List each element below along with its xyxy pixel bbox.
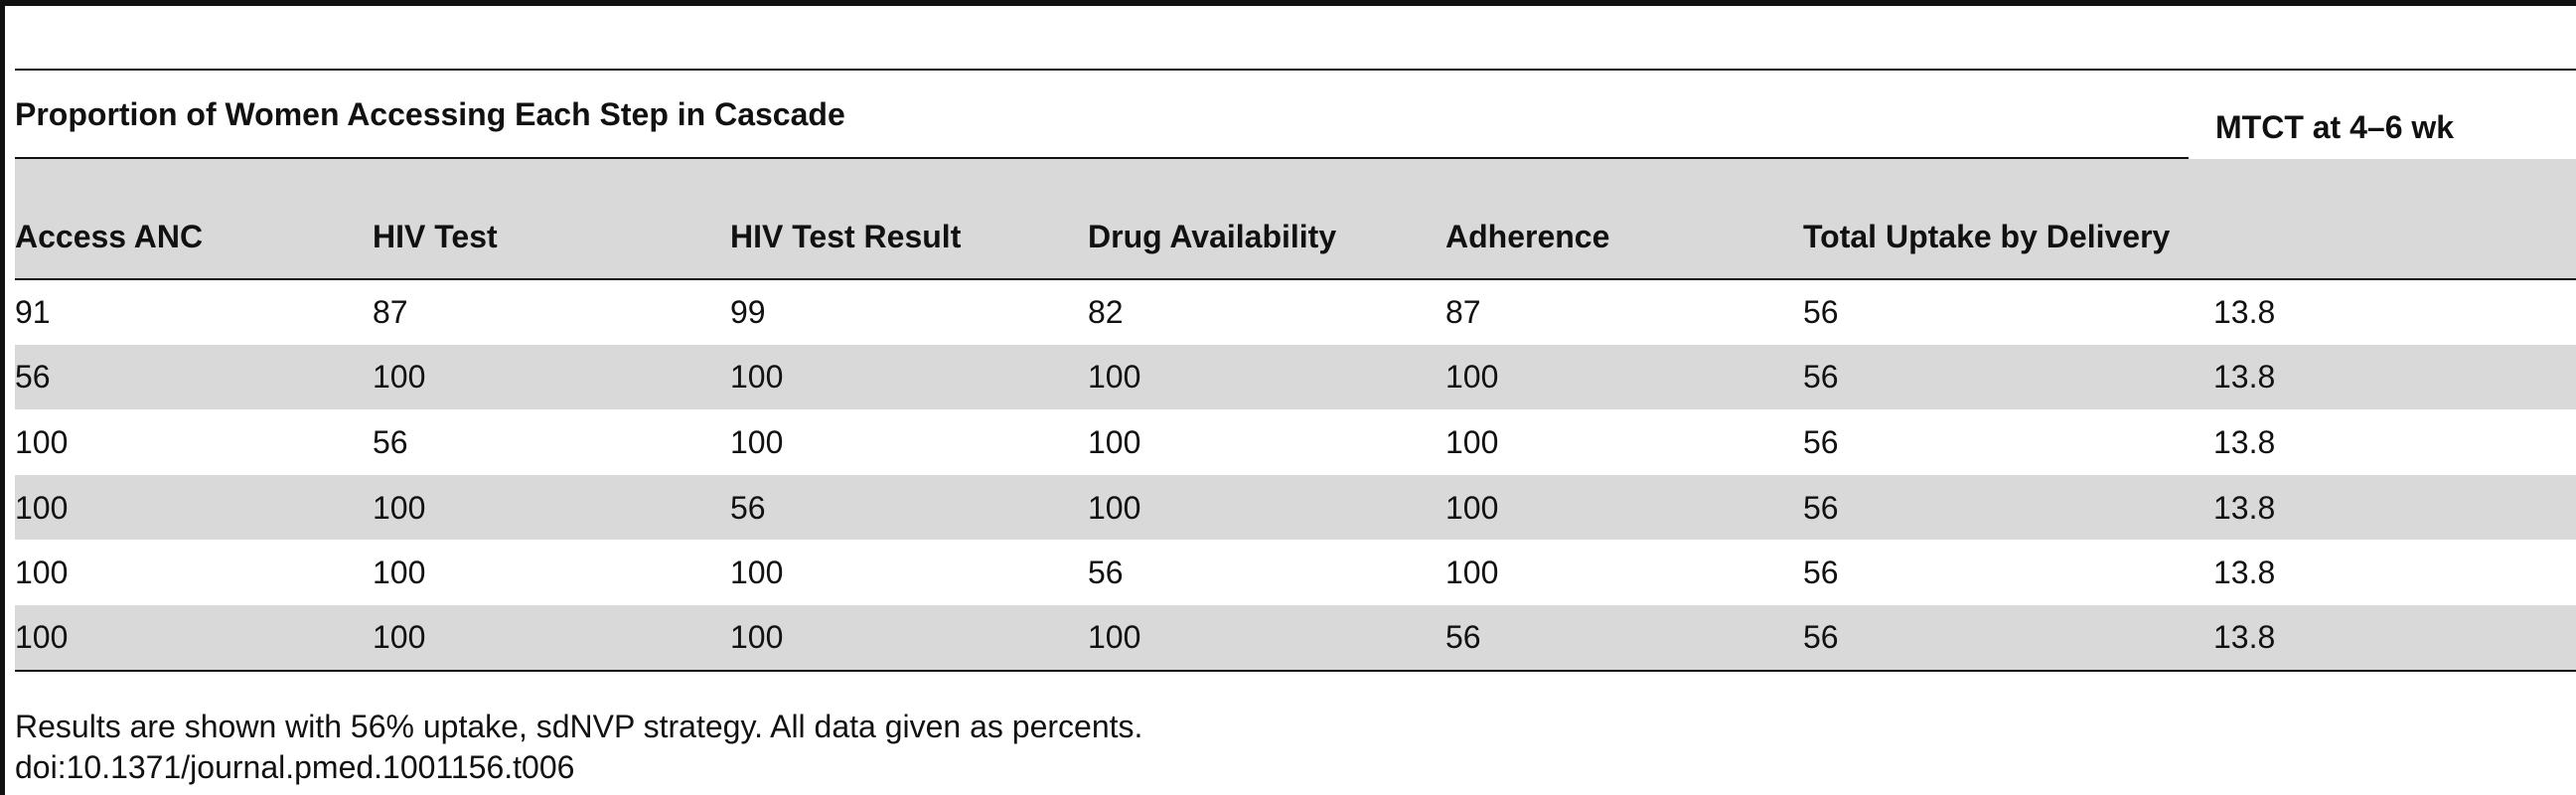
table-cell: 100: [15, 555, 69, 591]
table-cell: 100: [1088, 359, 1141, 396]
doi-text: doi:10.1371/journal.pmed.1001156.t006: [15, 749, 575, 785]
table-cell: 56: [1803, 619, 1839, 656]
table-cell: 56: [373, 423, 408, 460]
table-row: 100 100 100 100 56 56 13.8: [15, 604, 2576, 671]
table-cell: 100: [15, 489, 69, 526]
table-cell: 99: [730, 294, 766, 331]
table-cell: 13.8: [2213, 423, 2276, 460]
table-cell: 87: [1445, 294, 1481, 331]
column-header-drug-availability: Drug Availability: [1088, 219, 1337, 254]
group-header-rule: [15, 157, 2189, 159]
column-header-access-anc: Access ANC: [15, 219, 204, 254]
table-cell: 56: [730, 489, 766, 526]
table-cell: 100: [1088, 489, 1141, 526]
table-row: 100 56 100 100 100 56 13.8: [15, 409, 2576, 475]
column-header-adherence: Adherence: [1445, 219, 1610, 254]
table-cell: 56: [1803, 359, 1839, 396]
table-cell: 100: [373, 489, 426, 526]
table-row: 91 87 99 82 87 56 13.8: [15, 279, 2576, 345]
table-cell: 13.8: [2213, 294, 2276, 331]
top-rule: [0, 0, 2576, 6]
table-row: 100 100 56 100 100 56 13.8: [15, 474, 2576, 541]
cascade-table: Access ANC HIV Test HIV Test Result Drug…: [15, 159, 2576, 672]
table-cell: 82: [1088, 294, 1124, 331]
table-row: 56 100 100 100 100 56 13.8: [15, 344, 2576, 410]
column-header-mtct: [2213, 159, 2576, 279]
table-cell: 56: [1803, 294, 1839, 331]
table-cell: 56: [15, 359, 51, 396]
table-cell: 100: [15, 619, 69, 656]
table-cell: 100: [15, 423, 69, 460]
column-header-total-uptake: Total Uptake by Delivery: [1803, 219, 2171, 254]
table-cell: 100: [1445, 359, 1499, 396]
table-cell: 100: [1445, 423, 1499, 460]
table-cell: 100: [1088, 423, 1141, 460]
table-cell: 100: [1445, 555, 1499, 591]
group-header: Proportion of Women Accessing Each Step …: [15, 96, 845, 132]
table-cell: 56: [1803, 555, 1839, 591]
table-cell: 100: [730, 619, 784, 656]
table-cell: 100: [730, 555, 784, 591]
column-header-row: Access ANC HIV Test HIV Test Result Drug…: [15, 159, 2576, 279]
table-cell: 56: [1445, 619, 1481, 656]
table-cell: 13.8: [2213, 619, 2276, 656]
table-cell: 100: [1088, 619, 1141, 656]
table-cell: 56: [1803, 489, 1839, 526]
table-cell: 100: [730, 423, 784, 460]
header-top-rule: [15, 69, 2576, 71]
table-cell: 13.8: [2213, 359, 2276, 396]
column-header-hiv-test: HIV Test: [373, 219, 498, 254]
table-cell: 100: [373, 619, 426, 656]
table-cell: 100: [373, 359, 426, 396]
table-cell: 13.8: [2213, 489, 2276, 526]
table-cell: 91: [15, 294, 51, 331]
left-border-bar: [0, 0, 5, 795]
table-cell: 56: [1803, 423, 1839, 460]
outcome-header: MTCT at 4–6 wk: [2215, 109, 2455, 145]
table-cell: 100: [730, 359, 784, 396]
table-cell: 56: [1088, 555, 1124, 591]
table-cell: 100: [1445, 489, 1499, 526]
table-cell: 100: [373, 555, 426, 591]
table-cell: 87: [373, 294, 408, 331]
column-header-hiv-test-result: HIV Test Result: [730, 219, 962, 254]
table-row: 100 100 100 56 100 56 13.8: [15, 540, 2576, 605]
table-footnote: Results are shown with 56% uptake, sdNVP…: [15, 709, 1143, 744]
table-cell: 13.8: [2213, 555, 2276, 591]
